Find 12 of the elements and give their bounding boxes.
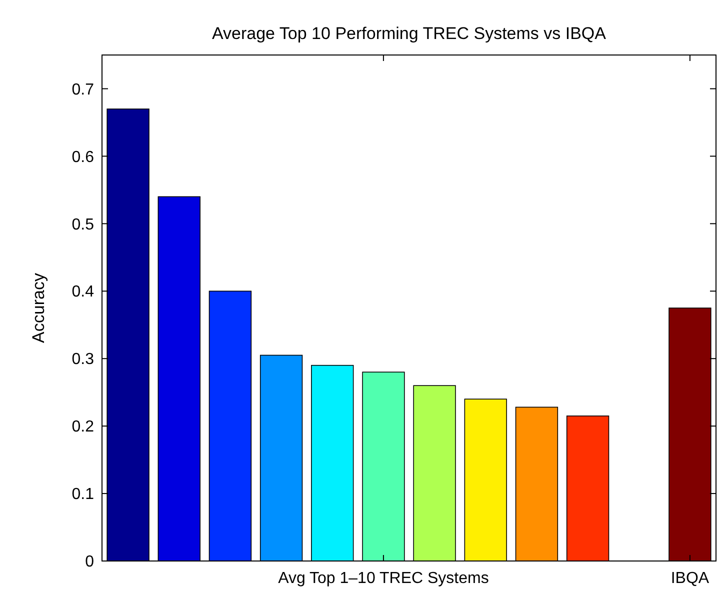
chart-title: Average Top 10 Performing TREC Systems vs IBQA [212, 24, 607, 43]
y-tick-label: 0.7 [72, 81, 94, 98]
x-tick-label: Avg Top 1–10 TREC Systems [278, 570, 489, 587]
y-axis-title: Accuracy [29, 272, 48, 343]
y-tick-label: 0 [85, 554, 94, 571]
y-tick-label: 0.1 [72, 486, 94, 504]
y-tick-label: 0.4 [72, 284, 94, 301]
y-tick-label: 0.5 [72, 216, 94, 234]
y-tick-label: 0.6 [72, 148, 94, 166]
y-tick-label: 0.2 [72, 418, 94, 436]
x-tick-label: IBQA [670, 570, 710, 587]
y-tick-label: 0.3 [72, 351, 94, 368]
